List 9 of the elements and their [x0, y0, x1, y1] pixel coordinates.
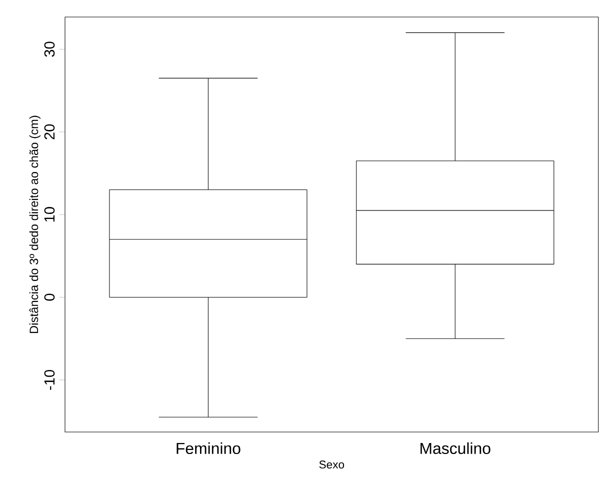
y-tick-label: 20: [44, 124, 55, 140]
y-tick-label: 0: [44, 294, 55, 301]
x-axis-title: Sexo: [319, 460, 344, 469]
x-tick-label: Feminino: [176, 442, 240, 454]
y-tick-label: 10: [44, 207, 55, 222]
y-axis-title: Distância do 3º dedo direito ao chão (cm): [29, 116, 41, 334]
x-tick-label: Masculino: [420, 442, 490, 454]
y-tick-label: -10: [44, 370, 55, 390]
y-tick-label: 30: [44, 42, 55, 57]
